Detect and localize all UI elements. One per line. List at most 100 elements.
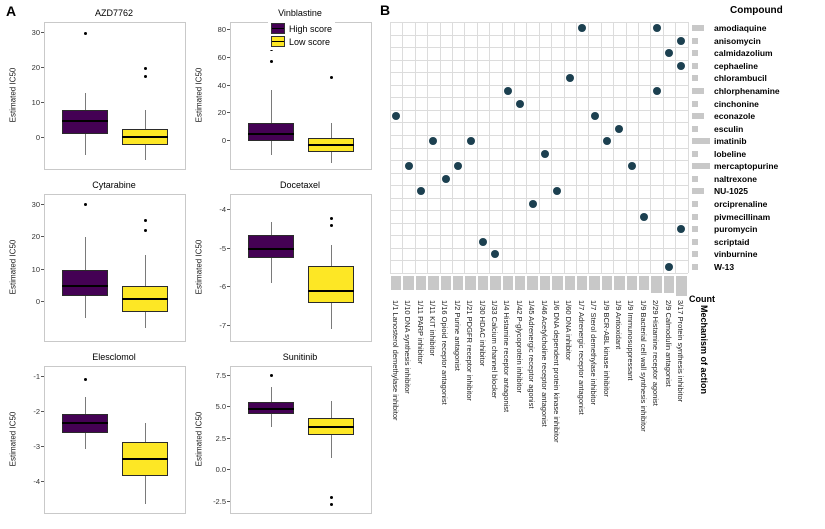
median-line — [122, 458, 168, 461]
matrix-dot — [677, 225, 686, 234]
outlier-point — [143, 75, 147, 79]
matrix-dot — [590, 112, 599, 121]
matrix-dot — [652, 24, 661, 33]
outlier-point — [329, 216, 333, 220]
y-tick-label: -7 — [219, 320, 226, 330]
compound-label: lobeline — [714, 148, 747, 159]
moa-label: 1/11 KIT inhibitor — [427, 300, 437, 357]
moa-count-bar — [415, 276, 427, 290]
y-tick — [41, 236, 44, 238]
compound-count-bar — [691, 50, 698, 57]
y-tick — [227, 469, 230, 471]
y-tick-label: 80 — [217, 24, 226, 34]
compound-label: W-13 — [714, 261, 735, 272]
matrix-dot — [404, 162, 413, 171]
y-tick — [41, 101, 44, 103]
subplot-title: Elesclomol — [92, 352, 136, 362]
matrix-gridline-h — [390, 160, 688, 162]
box-high-score — [248, 235, 294, 259]
compound-count-bar — [691, 62, 698, 69]
y-tick-label: 60 — [217, 52, 226, 62]
matrix-gridline-h — [390, 210, 688, 212]
compound-label: NU-1025 — [714, 186, 749, 197]
matrix-gridline-h — [390, 47, 688, 49]
matrix-dot — [665, 262, 673, 271]
compound-count-bar — [691, 226, 698, 233]
compound-count-bar — [691, 213, 698, 220]
plot-area — [44, 194, 186, 342]
median-line — [122, 135, 168, 138]
y-tick-label: 10 — [31, 97, 40, 107]
y-tick-label: -5 — [219, 243, 226, 253]
matrix-gridline-h — [390, 84, 688, 86]
compound-label: cinchonine — [714, 98, 759, 109]
matrix-gridline-h — [390, 273, 688, 274]
matrix-gridline-h — [390, 72, 688, 74]
y-tick — [41, 268, 44, 270]
moa-count-bar — [440, 276, 451, 290]
moa-label: 1/4 Histamine receptor antagonist — [502, 300, 512, 413]
compound-count-bar — [691, 238, 698, 245]
legend-item-high: High score — [271, 23, 332, 34]
matrix-gridline-h — [390, 134, 688, 136]
matrix-dot — [417, 187, 425, 196]
box-high-score — [248, 123, 294, 142]
y-axis-label: Estimated IC50 — [194, 22, 205, 168]
median-line — [62, 120, 108, 123]
outlier-point — [143, 219, 147, 223]
y-tick — [227, 84, 230, 86]
matrix-gridline-h — [390, 222, 688, 224]
matrix-dot — [491, 250, 500, 259]
matrix-dot — [603, 137, 611, 146]
compound-label: calmidazolium — [714, 48, 773, 59]
y-tick-label: -4 — [33, 476, 40, 486]
y-tick-label: -6 — [219, 282, 226, 292]
median-line — [62, 421, 108, 424]
compound-label: chlorambucil — [714, 73, 767, 84]
outlier-point — [83, 31, 87, 35]
compound-count-bar — [691, 263, 698, 270]
median-line — [308, 144, 354, 147]
y-tick-label: -1 — [33, 372, 40, 382]
matrix-dot — [503, 87, 512, 96]
matrix-dot — [677, 36, 686, 45]
moa-count-bar — [639, 276, 650, 290]
y-tick — [41, 32, 44, 34]
compound-label: anisomycin — [714, 35, 761, 46]
compound-label: mercaptopurine — [714, 161, 779, 172]
moa-count-bar — [651, 276, 662, 293]
outlier-point — [269, 60, 273, 64]
moa-count-bar — [614, 276, 625, 290]
median-line — [248, 408, 294, 411]
matrix-dot — [466, 137, 475, 146]
boxplot-elesclomol: Elesclomol Estimated IC50 -1 -2 -3 -4 — [8, 352, 190, 520]
moa-label: 1/33 Calcium channel blocker — [489, 300, 499, 399]
legend-label-low: Low score — [289, 36, 331, 47]
matrix-gridline-h — [390, 59, 688, 61]
y-axis-label: Estimated IC50 — [8, 22, 19, 168]
matrix-dot — [429, 137, 438, 146]
boxplot-azd7762: AZD7762 Estimated IC50 0 10 20 30 — [8, 8, 190, 176]
moa-count-bar — [391, 276, 402, 290]
y-tick — [227, 209, 230, 211]
matrix-dot — [479, 237, 487, 246]
compound-count-bar — [691, 100, 698, 107]
y-tick-label: 0 — [35, 297, 40, 307]
matrix-dot — [652, 87, 661, 96]
compound-count-bar — [691, 150, 698, 157]
median-line — [122, 298, 168, 301]
y-tick-label: 20 — [217, 108, 226, 118]
y-tick — [227, 374, 230, 376]
moa-label: 2/29 Histamine receptor agonist — [651, 300, 661, 406]
median-line — [308, 426, 354, 429]
moa-label: 1/1 Lanosterol demethylase inhibitor — [390, 300, 400, 421]
y-tick-label: -2 — [33, 407, 40, 417]
y-axis-label-text: Estimated IC50 — [8, 67, 18, 123]
matrix-gridline-h — [390, 122, 688, 124]
plot-area — [230, 366, 372, 514]
moa-label: 1/9 BCR-ABL kinase inhibitor — [601, 300, 611, 397]
box-high-score — [248, 402, 294, 414]
moa-label: 1/9 Antioxidant — [613, 300, 623, 350]
outlier-point — [143, 66, 147, 70]
y-tick-label: 2.5 — [215, 433, 226, 443]
